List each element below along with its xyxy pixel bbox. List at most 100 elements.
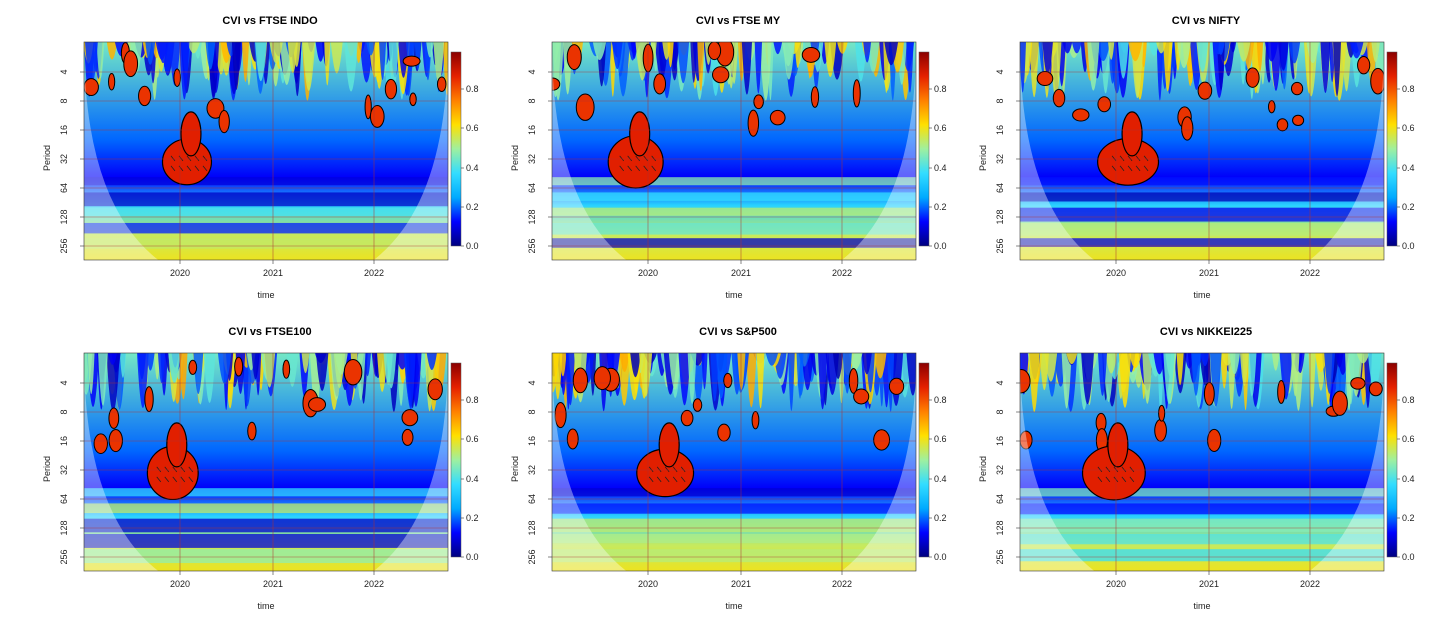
x-tick-label: 2020 bbox=[638, 579, 658, 589]
colorbar-tick-label: 0.2 bbox=[466, 202, 479, 212]
chart-svg-6: CVI vs NIKKEI225 2020 2021 2022 time Per… bbox=[978, 326, 1415, 611]
x-tick-label: 2021 bbox=[263, 268, 283, 278]
colorbar-tick-label: 0.8 bbox=[1402, 395, 1415, 405]
y-tick-label: 4 bbox=[59, 380, 69, 385]
y-tick-label: 4 bbox=[995, 380, 1005, 385]
y-tick-label: 64 bbox=[59, 494, 69, 504]
plot-area bbox=[548, 352, 917, 575]
y-tick-label: 4 bbox=[527, 380, 537, 385]
chart-title: CVI vs S&P500 bbox=[699, 326, 777, 338]
plot-area bbox=[80, 41, 449, 264]
y-tick-label: 32 bbox=[59, 465, 69, 475]
y-tick-label: 256 bbox=[59, 549, 69, 564]
y-axis-label: Period bbox=[978, 456, 988, 482]
y-tick-label: 128 bbox=[995, 209, 1005, 224]
x-axis-label: time bbox=[725, 601, 742, 611]
x-tick-label: 2021 bbox=[731, 579, 751, 589]
wavelet-panel-5: CVI vs S&P500 2020 2021 2022 time Period… bbox=[468, 311, 952, 630]
x-tick-label: 2022 bbox=[1300, 268, 1320, 278]
y-tick-label: 8 bbox=[527, 98, 537, 103]
colorbar-tick-label: 0.0 bbox=[1402, 241, 1415, 251]
colorbar-tick-label: 0.6 bbox=[466, 123, 479, 133]
y-axis-label: Period bbox=[42, 145, 52, 171]
colorbar bbox=[918, 362, 932, 558]
x-axis-label: time bbox=[1193, 290, 1210, 300]
y-tick-label: 64 bbox=[527, 494, 537, 504]
colorbar bbox=[1386, 362, 1400, 558]
y-tick-label: 8 bbox=[995, 98, 1005, 103]
y-tick-label: 128 bbox=[527, 209, 537, 224]
y-tick-label: 64 bbox=[527, 183, 537, 193]
y-tick-label: 8 bbox=[527, 409, 537, 414]
y-tick-label: 32 bbox=[995, 154, 1005, 164]
wavelet-panel-4: CVI vs FTSE100 2020 2021 2022 time Perio… bbox=[0, 311, 484, 630]
colorbar-tick-label: 0.0 bbox=[1402, 552, 1415, 562]
colorbar bbox=[450, 51, 464, 247]
x-axis-label: time bbox=[1193, 601, 1210, 611]
colorbar-tick-label: 0.8 bbox=[934, 395, 947, 405]
y-tick-label: 256 bbox=[995, 549, 1005, 564]
colorbar-tick-label: 0.6 bbox=[466, 434, 479, 444]
x-tick-label: 2020 bbox=[638, 268, 658, 278]
chart-svg-5: CVI vs S&P500 2020 2021 2022 time Period… bbox=[510, 326, 947, 611]
y-tick-label: 128 bbox=[59, 209, 69, 224]
wavelet-panel-3: CVI vs NIFTY 2020 2021 2022 time Period … bbox=[936, 0, 1420, 319]
colorbar-tick-label: 0.2 bbox=[934, 202, 947, 212]
colorbar-tick-label: 0.4 bbox=[934, 163, 947, 173]
x-tick-label: 2020 bbox=[1106, 268, 1126, 278]
chart-svg-3: CVI vs NIFTY 2020 2021 2022 time Period … bbox=[978, 15, 1415, 300]
y-axis-label: Period bbox=[978, 145, 988, 171]
y-tick-label: 16 bbox=[59, 436, 69, 446]
y-tick-label: 32 bbox=[527, 154, 537, 164]
y-tick-label: 16 bbox=[527, 436, 537, 446]
colorbar-tick-label: 0.0 bbox=[934, 241, 947, 251]
x-tick-label: 2021 bbox=[1199, 268, 1219, 278]
y-tick-label: 4 bbox=[995, 69, 1005, 74]
y-tick-label: 16 bbox=[995, 125, 1005, 135]
y-axis-label: Period bbox=[510, 145, 520, 171]
colorbar-tick-label: 0.4 bbox=[1402, 474, 1415, 484]
chart-title: CVI vs NIFTY bbox=[1172, 15, 1241, 27]
y-tick-label: 64 bbox=[59, 183, 69, 193]
colorbar-tick-label: 0.2 bbox=[1402, 202, 1415, 212]
colorbar-tick-label: 0.8 bbox=[466, 395, 479, 405]
chart-title: CVI vs FTSE MY bbox=[696, 15, 781, 27]
colorbar-tick-label: 0.6 bbox=[934, 123, 947, 133]
y-tick-label: 4 bbox=[59, 69, 69, 74]
chart-svg-4: CVI vs FTSE100 2020 2021 2022 time Perio… bbox=[42, 326, 479, 611]
x-tick-label: 2022 bbox=[1300, 579, 1320, 589]
x-axis-label: time bbox=[257, 601, 274, 611]
x-axis-label: time bbox=[257, 290, 274, 300]
y-tick-label: 32 bbox=[995, 465, 1005, 475]
wavelet-panel-1: CVI vs FTSE INDO 2020 2021 2022 time Per… bbox=[0, 0, 484, 319]
y-tick-label: 128 bbox=[527, 520, 537, 535]
y-tick-label: 64 bbox=[995, 494, 1005, 504]
colorbar-tick-label: 0.0 bbox=[466, 552, 479, 562]
colorbar-tick-label: 0.0 bbox=[466, 241, 479, 251]
colorbar-tick-label: 0.2 bbox=[466, 513, 479, 523]
y-tick-label: 256 bbox=[527, 238, 537, 253]
colorbar-tick-label: 0.2 bbox=[1402, 513, 1415, 523]
y-tick-label: 16 bbox=[527, 125, 537, 135]
colorbar-tick-label: 0.8 bbox=[466, 84, 479, 94]
y-tick-label: 256 bbox=[995, 238, 1005, 253]
y-axis-label: Period bbox=[510, 456, 520, 482]
colorbar-tick-label: 0.4 bbox=[1402, 163, 1415, 173]
wavelet-panel-2: CVI vs FTSE MY 2020 2021 2022 time Perio… bbox=[468, 0, 952, 319]
y-tick-label: 32 bbox=[527, 465, 537, 475]
chart-title: CVI vs NIKKEI225 bbox=[1160, 326, 1252, 338]
y-tick-label: 8 bbox=[995, 409, 1005, 414]
y-tick-label: 256 bbox=[527, 549, 537, 564]
colorbar-tick-label: 0.4 bbox=[934, 474, 947, 484]
plot-area bbox=[548, 41, 917, 264]
chart-title: CVI vs FTSE100 bbox=[228, 326, 311, 338]
chart-svg-1: CVI vs FTSE INDO 2020 2021 2022 time Per… bbox=[42, 15, 479, 300]
x-tick-label: 2020 bbox=[170, 579, 190, 589]
x-tick-label: 2020 bbox=[170, 268, 190, 278]
colorbar-tick-label: 0.0 bbox=[934, 552, 947, 562]
x-tick-label: 2021 bbox=[263, 579, 283, 589]
x-tick-label: 2022 bbox=[364, 579, 384, 589]
y-tick-label: 128 bbox=[995, 520, 1005, 535]
y-tick-label: 32 bbox=[59, 154, 69, 164]
x-tick-label: 2022 bbox=[832, 579, 852, 589]
